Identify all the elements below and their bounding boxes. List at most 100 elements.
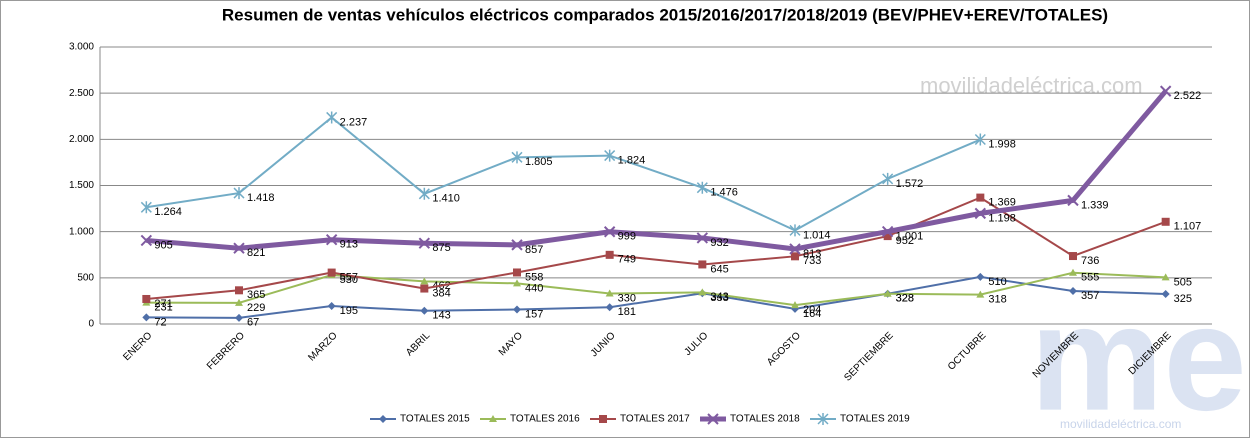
data-label: 1.805: [525, 156, 553, 168]
marker: [140, 234, 153, 247]
data-label: 181: [618, 306, 636, 318]
data-label: 1.824: [618, 154, 646, 166]
marker: [605, 289, 614, 297]
marker: [379, 415, 387, 423]
data-label: 510: [988, 276, 1006, 288]
y-tick-label: 3.000: [69, 42, 94, 53]
watermark: movilidadeléctrica.com: [920, 73, 1143, 98]
marker: [233, 242, 245, 254]
marker: [326, 111, 338, 124]
data-label: 905: [154, 239, 172, 251]
data-label: 1.369: [988, 197, 1016, 209]
data-label: 857: [525, 244, 543, 256]
marker: [605, 250, 614, 259]
data-label: 1.339: [1081, 199, 1109, 211]
data-label: 2.522: [1174, 90, 1202, 102]
legend-label: TOTALES 2019: [840, 414, 910, 425]
marker: [974, 133, 986, 146]
marker: [817, 413, 829, 425]
series-line: [146, 196, 1167, 300]
data-label: 384: [432, 287, 450, 299]
marker: [698, 288, 707, 296]
data-label: 505: [1174, 276, 1192, 288]
data-label: 821: [247, 247, 265, 259]
y-tick-label: 1.000: [69, 226, 94, 237]
series-line: [146, 116, 981, 232]
data-label: 558: [525, 271, 543, 283]
y-tick-label: 0: [88, 319, 94, 330]
marker: [511, 151, 523, 164]
data-label: 1.410: [432, 193, 460, 205]
data-label: 328: [896, 293, 914, 305]
data-label: 229: [247, 302, 265, 314]
marker: [883, 289, 892, 297]
marker: [418, 187, 430, 200]
data-label: 357: [1081, 290, 1099, 302]
y-tick-label: 500: [77, 272, 94, 283]
data-label: 875: [432, 242, 450, 254]
y-tick-label: 2.000: [69, 134, 94, 145]
data-label: 271: [154, 298, 172, 310]
marker: [604, 149, 616, 162]
marker: [235, 298, 243, 306]
marker: [513, 305, 521, 314]
marker: [235, 286, 243, 295]
data-label: 325: [1174, 293, 1192, 305]
data-label: 1.418: [247, 192, 275, 204]
marker: [789, 243, 801, 255]
marker: [696, 181, 708, 194]
marker: [696, 232, 709, 244]
marker: [881, 225, 894, 238]
marker: [883, 232, 892, 241]
marker: [1159, 85, 1172, 97]
data-label: 204: [803, 304, 821, 316]
marker: [511, 239, 523, 251]
legend-label: TOTALES 2017: [620, 414, 690, 425]
marker: [882, 172, 894, 185]
data-label: 749: [618, 254, 636, 266]
y-tick-label: 2.500: [69, 88, 94, 99]
data-label: 952: [896, 235, 914, 247]
marker: [1067, 194, 1079, 207]
y-tick-label: 1.500: [69, 180, 94, 191]
data-label: 913: [340, 239, 358, 251]
data-label: 164: [803, 308, 821, 320]
data-label: 143: [432, 310, 450, 322]
data-label: 999: [618, 231, 636, 243]
marker: [140, 201, 152, 214]
marker: [142, 313, 151, 322]
marker: [420, 306, 429, 315]
data-label: 157: [525, 308, 543, 320]
marker: [707, 413, 719, 425]
marker: [513, 268, 521, 277]
marker: [603, 226, 616, 238]
marker: [976, 193, 985, 202]
series-line: [146, 275, 1166, 319]
marker: [791, 252, 799, 261]
data-label: 440: [525, 282, 543, 294]
marker: [1161, 289, 1170, 298]
data-label: 1.998: [988, 138, 1016, 150]
chart-title: Resumen de ventas vehículos eléctricos c…: [222, 5, 1108, 24]
data-label: 555: [1081, 272, 1099, 284]
data-label: 1.107: [1174, 221, 1202, 233]
watermark-small: movilidadeléctrica.com: [1060, 417, 1181, 431]
data-label: 343: [710, 291, 728, 303]
marker: [420, 277, 429, 285]
legend-label: TOTALES 2015: [400, 414, 470, 425]
marker: [325, 233, 338, 246]
data-label: 1.476: [710, 187, 738, 199]
marker: [513, 279, 521, 287]
data-label: 67: [247, 317, 259, 329]
data-label: 1.198: [988, 212, 1016, 224]
data-label: 932: [710, 237, 728, 249]
legend-label: TOTALES 2018: [730, 414, 800, 425]
data-label: 2.237: [340, 116, 368, 128]
data-label: 813: [803, 248, 821, 260]
data-label: 328: [896, 293, 914, 305]
marker: [1069, 268, 1077, 276]
marker: [418, 237, 431, 249]
legend-label: TOTALES 2016: [510, 414, 580, 425]
